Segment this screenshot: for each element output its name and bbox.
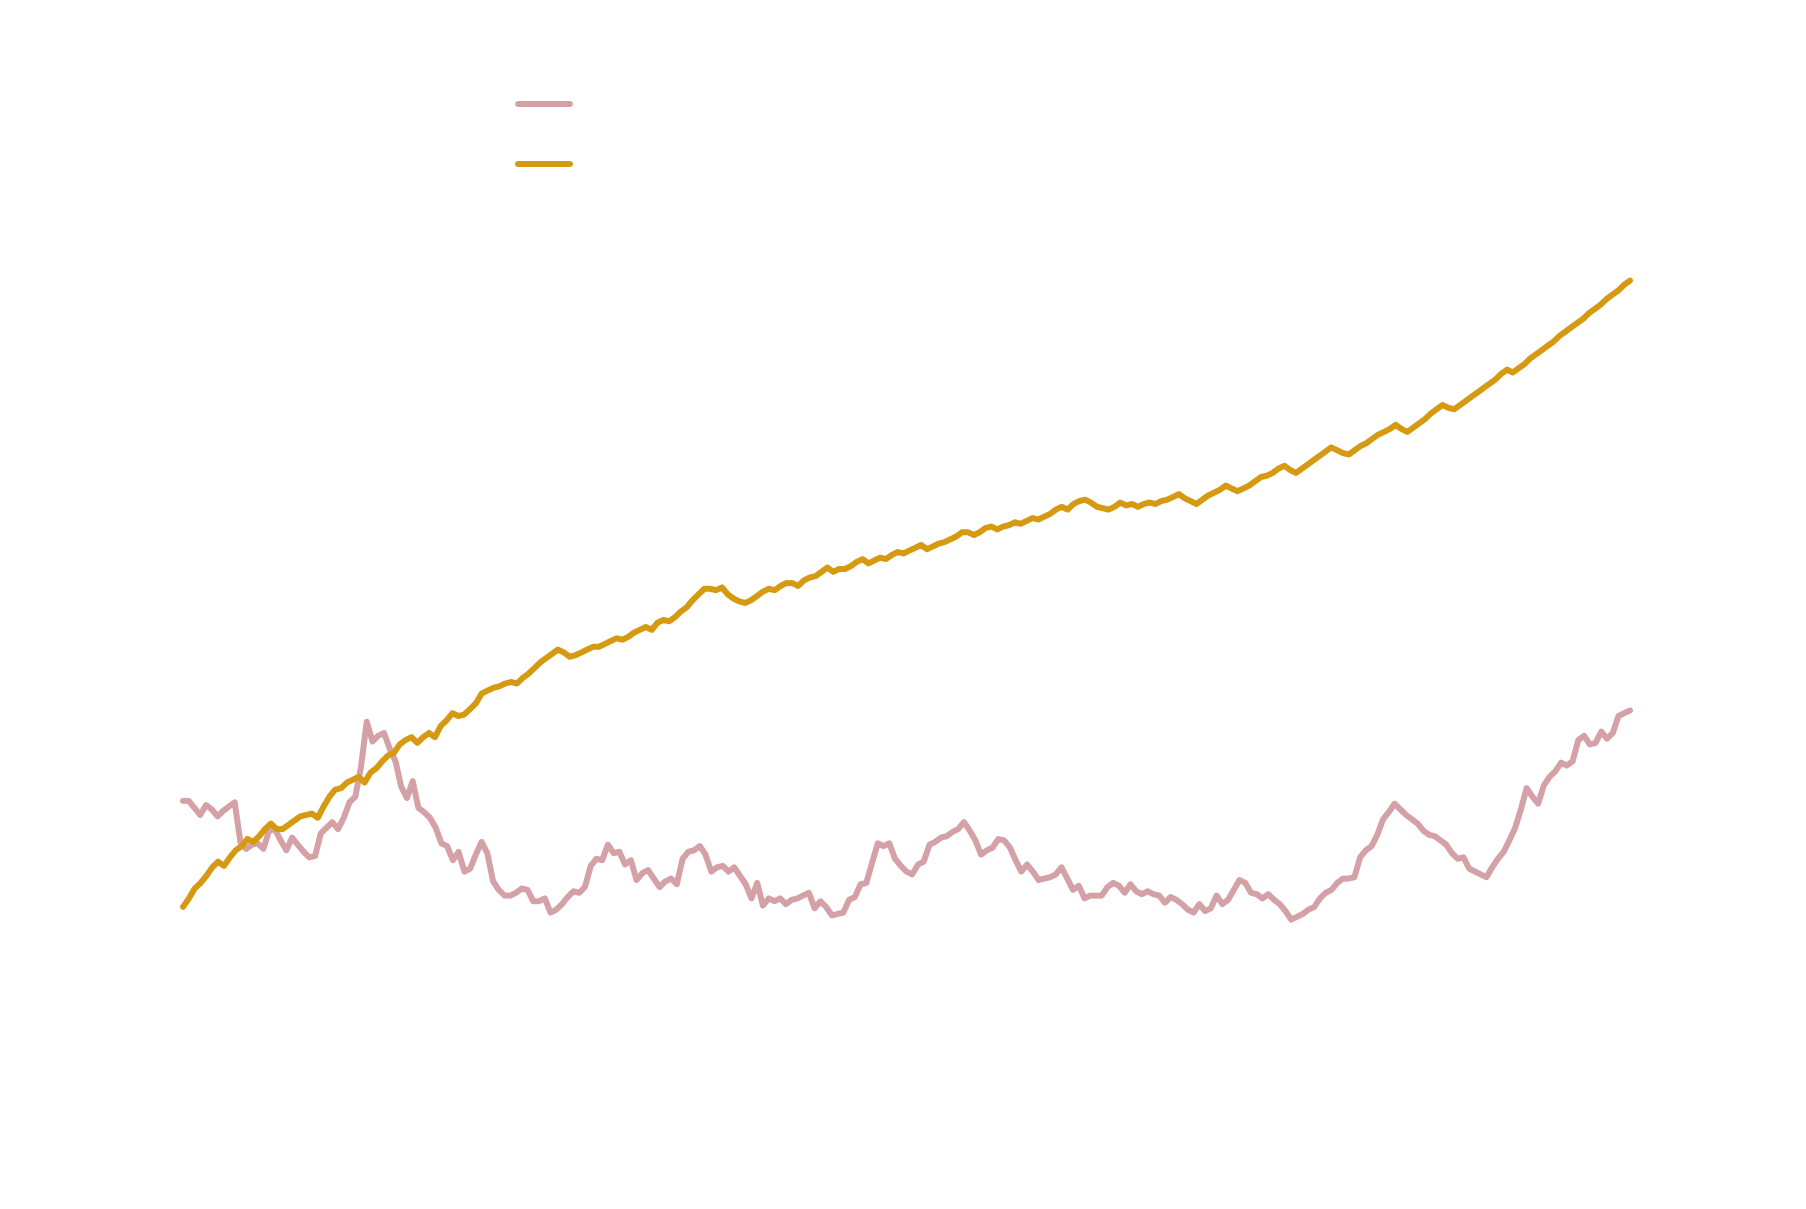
series-line-2 [180, 277, 1633, 910]
legend [515, 101, 573, 167]
series-layer [180, 277, 1633, 923]
series-line-1 [180, 707, 1633, 923]
